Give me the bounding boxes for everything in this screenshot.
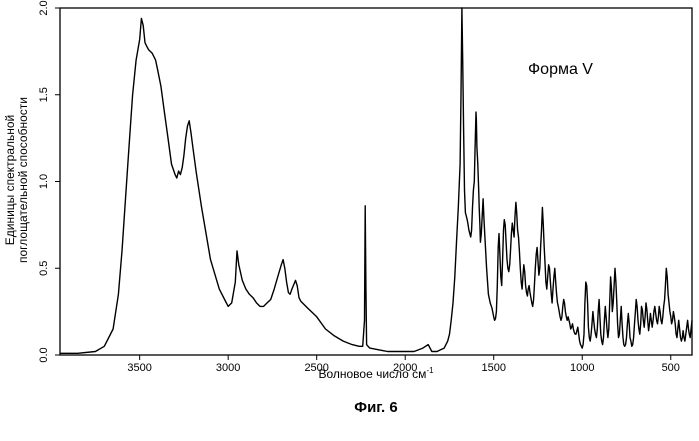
y-tick-label: 1.5 xyxy=(38,87,50,102)
figure-caption: Фиг. 6 xyxy=(354,399,397,416)
x-tick-label: 1000 xyxy=(570,362,594,374)
y-axis: 0.0 0.5 1.0 1.5 2.0 xyxy=(38,0,60,362)
y-tick-label: 0.0 xyxy=(38,347,50,362)
y-tick-label: 2.0 xyxy=(38,0,50,15)
y-axis-title: Единицы спектральной поглощательной спос… xyxy=(3,97,30,263)
x-axis-title: Волновое число см-1 xyxy=(318,366,434,381)
spectrum-line xyxy=(60,8,692,353)
x-tick-label: 3500 xyxy=(127,362,151,374)
y-axis-title-line-2: поглощательной способности xyxy=(16,97,30,263)
y-tick-label: 1.0 xyxy=(38,174,50,189)
x-axis-title-text: Волновое число см xyxy=(318,367,426,381)
x-tick-label: 3000 xyxy=(216,362,240,374)
form-annotation: Форма V xyxy=(528,61,593,78)
x-axis-title-exponent: -1 xyxy=(426,366,434,375)
x-tick-label: 1500 xyxy=(481,362,505,374)
x-tick-label: 500 xyxy=(662,362,680,374)
y-axis-title-line-1: Единицы спектральной xyxy=(3,115,17,246)
y-tick-label: 0.5 xyxy=(38,261,50,276)
